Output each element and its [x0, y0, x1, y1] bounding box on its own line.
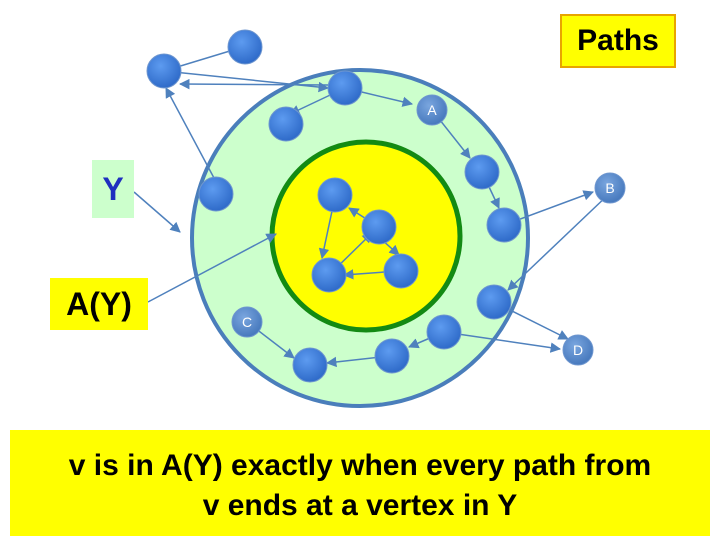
vertex: [198, 176, 234, 212]
vertex: [486, 207, 522, 243]
edge: [507, 192, 611, 291]
vertex: [426, 314, 462, 350]
vertex-label-c: C: [242, 314, 252, 330]
edge: [178, 78, 329, 90]
labeled-vertices: [231, 94, 626, 366]
edge: [165, 87, 215, 179]
label-y-box: Y: [92, 160, 134, 218]
vertex: [464, 154, 500, 190]
label-y: Y: [102, 170, 124, 207]
edges: [163, 44, 611, 368]
caption-box: v is in A(Y) exactly when every path fro…: [10, 430, 710, 536]
vertex: [327, 70, 363, 106]
vertices: [146, 29, 522, 383]
vertex: [374, 338, 410, 374]
caption-line-1: v is in A(Y) exactly when every path fro…: [68, 449, 652, 482]
pointer-y: [133, 191, 181, 233]
vertex: [292, 347, 328, 383]
vertex: [383, 253, 419, 289]
title-box: Paths: [560, 14, 676, 68]
vertex: [476, 284, 512, 320]
label-ay: A(Y): [66, 285, 132, 322]
edge: [443, 331, 562, 353]
label-ay-box: A(Y): [50, 278, 148, 330]
vertex-c: [231, 306, 263, 338]
vertex-label-b: B: [605, 180, 614, 196]
vertex: [361, 209, 397, 245]
vertex: [146, 53, 182, 89]
vertex: [227, 29, 263, 65]
vertex-d: [562, 334, 594, 366]
pointer-ay: [147, 233, 277, 303]
vertex-b: [594, 172, 626, 204]
vertex: [311, 257, 347, 293]
vertex: [317, 177, 353, 213]
vertex-label-a: A: [427, 102, 437, 118]
vertex-label-d: D: [573, 342, 583, 358]
vertex: [268, 106, 304, 142]
caption-line-2: v ends at a vertex in Y: [202, 489, 518, 522]
vertex-a: [416, 94, 448, 126]
title: Paths: [577, 24, 659, 57]
